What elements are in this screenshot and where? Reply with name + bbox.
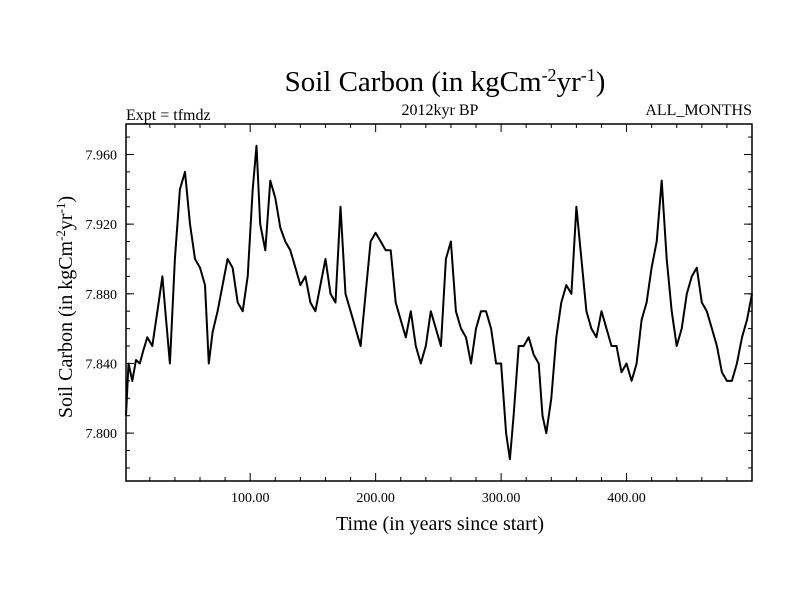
y-tick-label: 7.840	[86, 357, 118, 372]
x-axis-label: Time (in years since start)	[336, 513, 544, 535]
x-tick-label: 100.00	[231, 491, 270, 506]
y-tick-label: 7.800	[86, 427, 118, 442]
y-tick-label: 7.880	[86, 288, 118, 303]
x-tick-label: 200.00	[356, 491, 395, 506]
chart-title: Soil Carbon (in kgCm-2yr-1)	[285, 65, 606, 98]
subtitle-left: Expt = tfmdz	[126, 107, 211, 124]
y-tick-label: 7.920	[86, 218, 118, 233]
x-tick-label: 300.00	[482, 491, 521, 506]
subtitle-center: 2012kyr BP	[402, 102, 479, 119]
x-tick-label: 400.00	[607, 491, 646, 506]
y-axis-label: Soil Carbon (in kgCm-2yr-1)	[53, 196, 78, 418]
series-line	[125, 144, 753, 461]
plot-frame	[125, 123, 753, 482]
subtitle-right: ALL_MONTHS	[645, 102, 752, 119]
y-tick-label: 7.960	[86, 148, 118, 163]
